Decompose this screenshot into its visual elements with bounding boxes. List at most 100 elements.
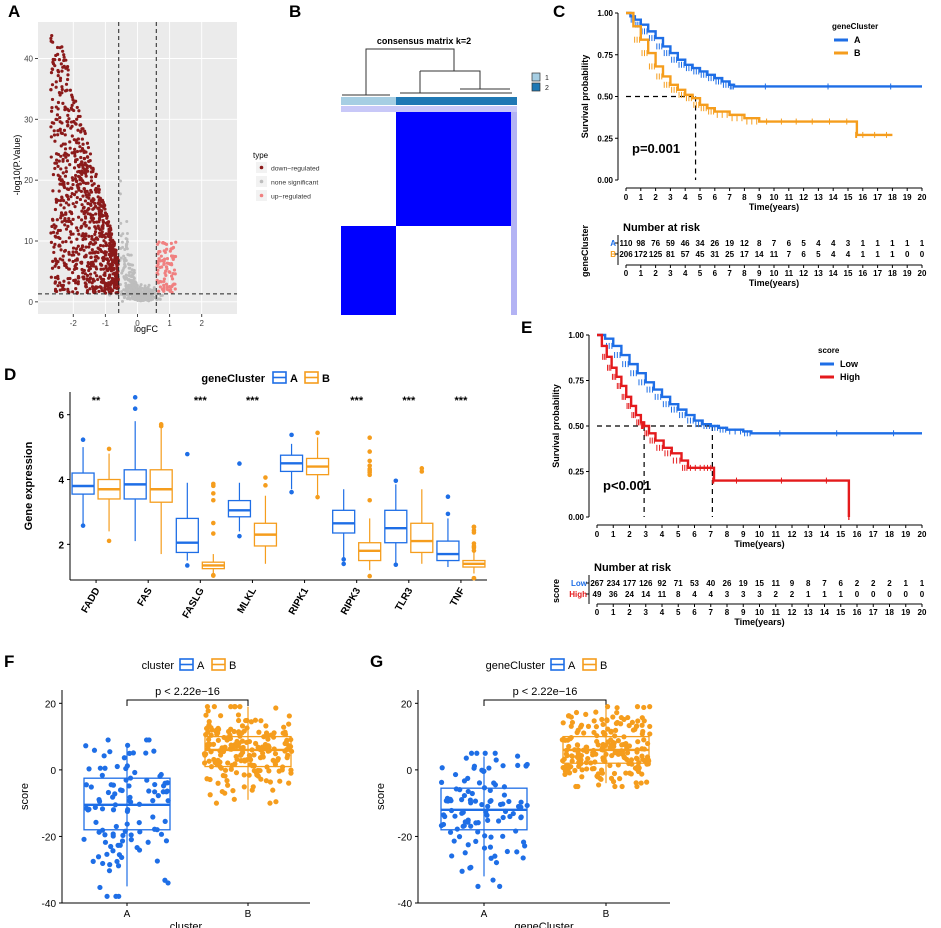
panel-a-point <box>84 285 89 289</box>
panel-a-point <box>76 128 80 132</box>
panel-e-y-label: Survival probability <box>551 384 561 468</box>
panel-a-point <box>81 166 85 170</box>
panel-f-jitter-point <box>128 832 134 838</box>
panel-a-point <box>58 76 63 80</box>
panel-a-point <box>75 257 79 261</box>
panel-a-point <box>127 271 131 275</box>
panel-g-jitter-point <box>618 721 624 727</box>
panel-a-point <box>83 199 88 203</box>
panel-g-jitter-point <box>520 855 526 861</box>
panel-g-jitter-point <box>487 787 493 793</box>
panel-e-x-tick-label: 0 <box>595 530 600 539</box>
panel-g-jitter-point <box>452 813 458 819</box>
panel-a-point <box>109 269 114 273</box>
panel-a-point <box>57 90 62 95</box>
panel-a-point <box>120 299 124 303</box>
panel-a-point <box>57 244 61 248</box>
panel-a-point <box>83 131 87 136</box>
panel-a-point <box>64 155 68 159</box>
panel-c-curve-a <box>626 11 922 88</box>
panel-e-y-tick-label: 0.00 <box>568 513 584 522</box>
panel-a-point <box>92 279 96 283</box>
panel-a-point <box>54 85 58 89</box>
panel-f-jitter-point <box>119 787 125 794</box>
panel-g-jitter-point <box>610 779 617 785</box>
panel-a-point <box>167 261 171 266</box>
panel-g-y-tick-label: 0 <box>406 766 412 777</box>
panel-c-risk-x-tick-label: 16 <box>858 269 867 278</box>
panel-d-outlier <box>367 458 372 464</box>
panel-a-point <box>88 276 93 280</box>
panel-e-risk-value: 26 <box>723 579 732 588</box>
panel-g-jitter-point <box>506 798 512 805</box>
panel-a-point <box>55 218 59 222</box>
panel-g-jitter-point <box>491 780 497 786</box>
panel-g-jitter-point <box>638 780 644 786</box>
panel-a-point <box>80 218 84 222</box>
panel-a-point <box>167 270 171 274</box>
panel-a-point <box>56 133 60 137</box>
panel-a-point <box>51 230 56 234</box>
panel-a-point <box>133 283 137 287</box>
panel-e-x-tick-label: 12 <box>788 530 797 539</box>
panel-a-point <box>106 287 110 291</box>
panel-f-jitter-point <box>277 778 283 784</box>
panel-f-jitter-point <box>215 780 221 786</box>
panel-d-outlier <box>132 406 138 411</box>
panel-g-jitter-point <box>611 770 618 777</box>
panel-g-jitter-point <box>500 833 506 839</box>
panel-c-risk-value: 57 <box>681 250 690 259</box>
panel-g-pvalue: p < 2.22e−16 <box>513 686 578 698</box>
panel-a-point <box>77 175 82 179</box>
panel-a-point <box>51 40 55 44</box>
panel-f-jitter-point <box>271 730 277 736</box>
panel-g-jitter-point <box>647 731 653 737</box>
panel-g-jitter-point <box>627 770 633 776</box>
panel-e-risk-value: 1 <box>822 590 827 599</box>
panel-c-risk-value: 125 <box>649 250 663 259</box>
panel-c-risk-value: 0 <box>920 250 925 259</box>
panel-a-legend: type down−regulated none significant up−re… <box>253 151 320 201</box>
panel-f-jitter-point <box>235 712 242 718</box>
panel-a-point <box>81 275 85 279</box>
panel-a-point <box>81 148 85 152</box>
panel-a-point <box>58 115 62 120</box>
panel-a-point <box>118 179 122 183</box>
panel-a-point <box>51 172 56 177</box>
panel-f-jitter-point <box>264 731 270 738</box>
panel-a-point <box>80 203 84 207</box>
panel-a-point <box>64 170 69 174</box>
panel-a-point <box>112 266 116 270</box>
panel-a-point <box>57 265 61 270</box>
panel-c-x-tick-label: 10 <box>770 193 779 202</box>
panel-d-outlier <box>315 430 320 436</box>
panel-a-point <box>89 179 94 183</box>
panel-f-jitter-point <box>224 778 230 784</box>
panel-a-point <box>115 267 119 271</box>
panel-a-y-tick-label: 40 <box>24 55 33 64</box>
panel-e-risk-x-tick-label: 20 <box>918 608 927 617</box>
panel-d-outlier <box>289 489 294 495</box>
panel-a-point <box>164 282 169 286</box>
panel-a-point <box>102 280 106 284</box>
panel-a-point <box>54 80 58 84</box>
panel-a-y-tick-label: 30 <box>24 115 33 124</box>
panel-a-point <box>94 267 99 271</box>
panel-a-point <box>140 296 144 300</box>
panel-f-legend-title: cluster <box>142 660 175 672</box>
panel-a-point <box>111 240 116 244</box>
panel-a-point <box>99 267 103 271</box>
panel-g-jitter-point <box>612 750 618 756</box>
panel-a-point <box>58 199 63 203</box>
panel-a-point <box>87 234 91 238</box>
panel-f-jitter-point <box>203 712 209 718</box>
panel-a-point <box>49 36 53 41</box>
panel-g-jitter-point <box>600 741 606 748</box>
panel-d-outlier <box>445 494 451 499</box>
panel-d-outlier <box>289 432 294 438</box>
panel-a-point <box>66 68 70 72</box>
panel-e-risk-x-tick-label: 17 <box>869 608 878 617</box>
panel-a-point <box>84 150 88 154</box>
panel-a-point <box>64 227 69 231</box>
